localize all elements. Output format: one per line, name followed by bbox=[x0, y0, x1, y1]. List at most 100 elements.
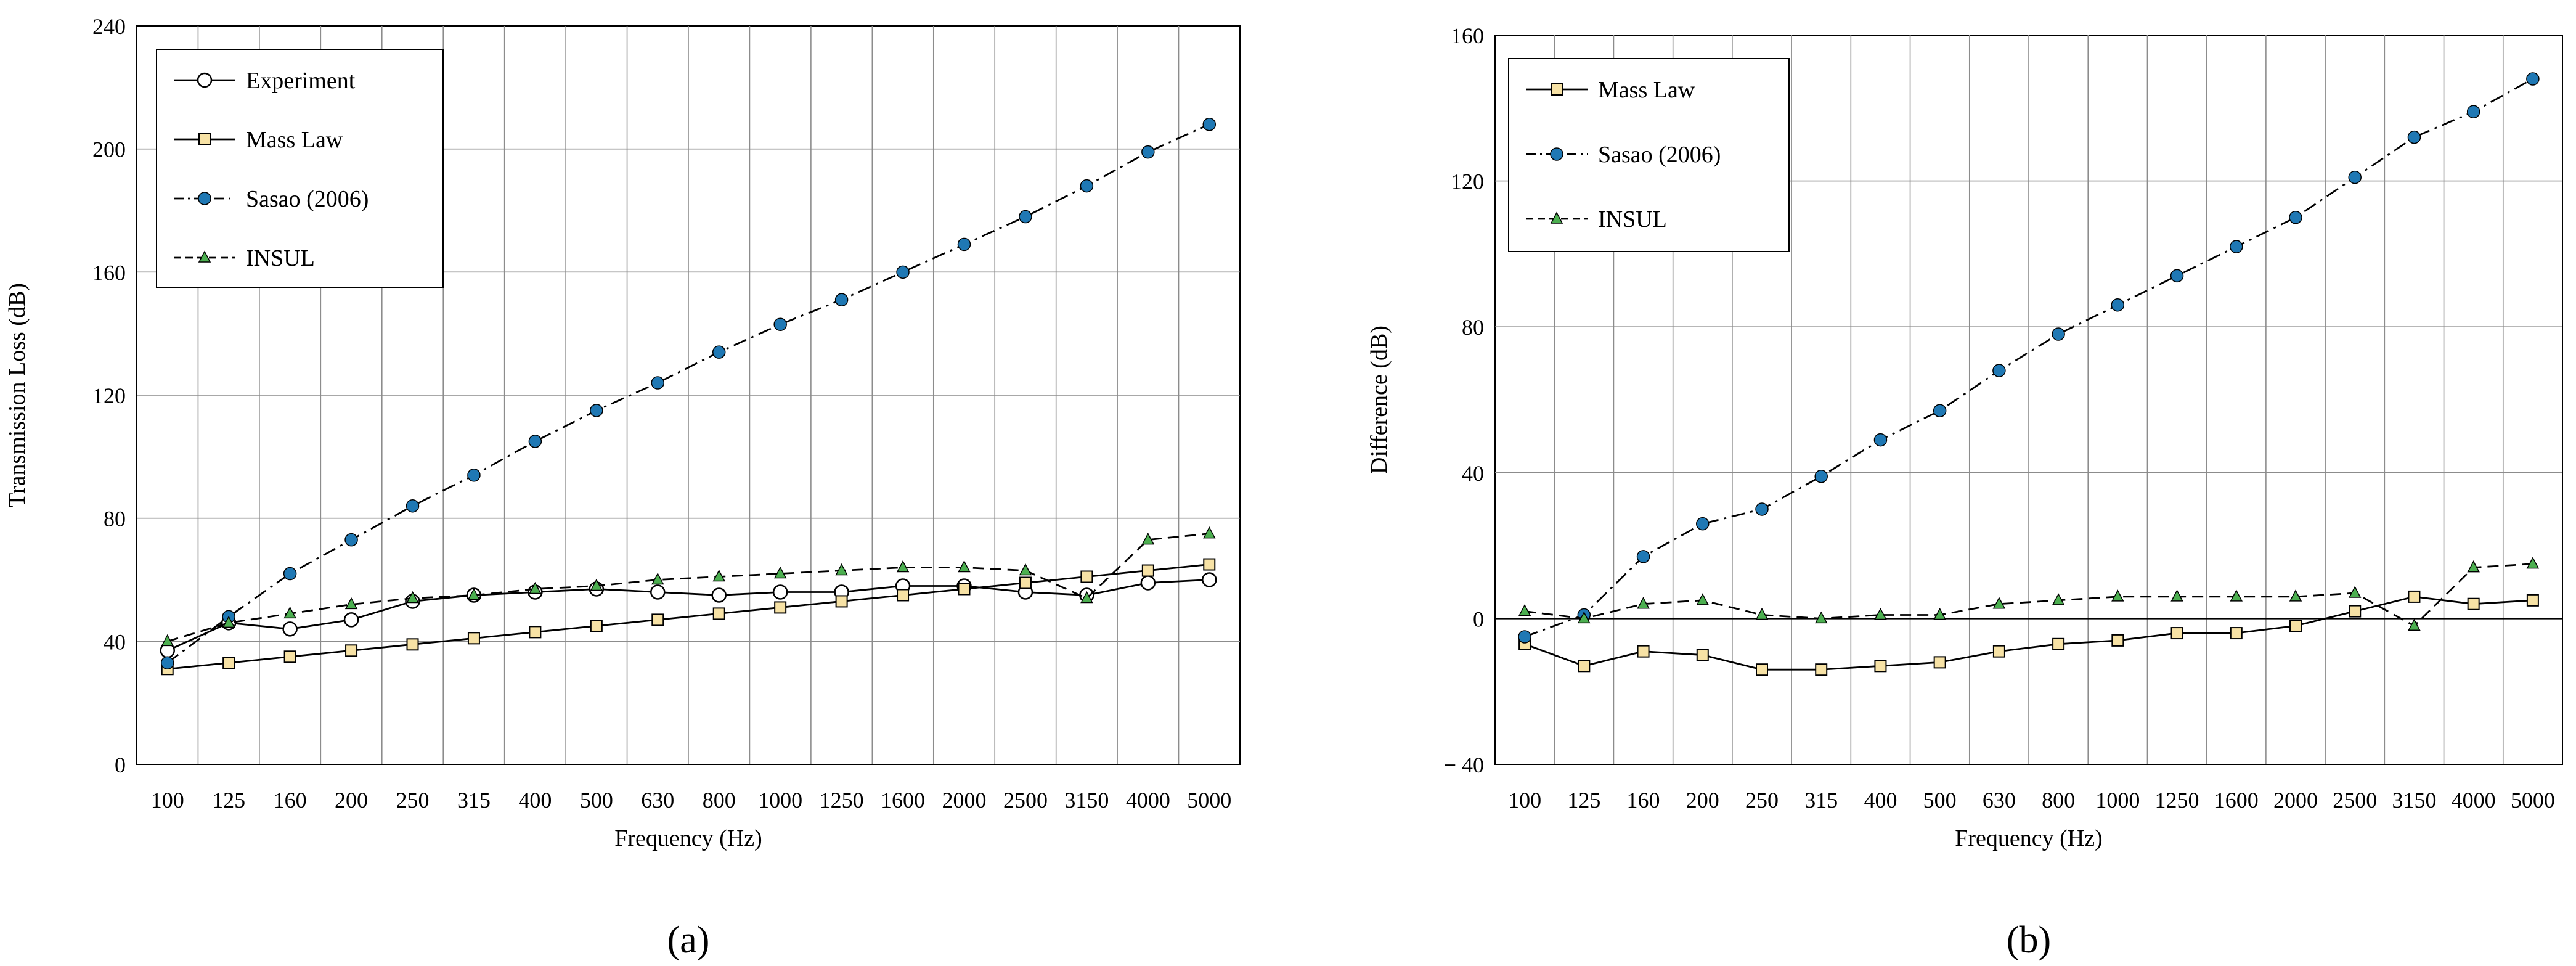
legend-marker-insul bbox=[1550, 211, 1563, 224]
x-tick-label: 3150 bbox=[2392, 788, 2436, 813]
data-point-mass-law bbox=[651, 613, 664, 626]
legend: Experiment Mass Law Sasao (2006) INSUL bbox=[156, 49, 444, 288]
x-tick-label: 5000 bbox=[1187, 788, 1231, 813]
data-point-insul bbox=[2052, 593, 2065, 605]
data-point-experiment bbox=[1202, 572, 1217, 587]
x-tick-label: 160 bbox=[1627, 788, 1660, 813]
legend-label-sasao-2006: Sasao (2006) bbox=[1598, 142, 1721, 168]
y-tick-label: 120 bbox=[92, 383, 126, 408]
x-tick-label: 250 bbox=[1745, 788, 1779, 813]
data-point-mass-law bbox=[2526, 594, 2539, 607]
y-tick-label: 200 bbox=[92, 137, 126, 162]
y-tick-label: 160 bbox=[92, 260, 126, 285]
data-point-insul bbox=[406, 591, 419, 604]
y-tick-label: 80 bbox=[104, 507, 126, 531]
panel-label: (a) bbox=[667, 919, 710, 961]
legend-marker-experiment bbox=[197, 72, 213, 88]
data-point-sasao-2006 bbox=[344, 533, 358, 547]
data-point-experiment bbox=[650, 584, 666, 600]
data-point-mass-law bbox=[283, 650, 296, 663]
data-point-mass-law bbox=[1019, 576, 1032, 589]
data-point-sasao-2006 bbox=[2111, 298, 2125, 312]
data-point-mass-law bbox=[345, 644, 358, 657]
x-tick-label: 315 bbox=[457, 788, 491, 813]
legend-label-insul: INSUL bbox=[246, 245, 315, 271]
data-point-sasao-2006 bbox=[896, 265, 910, 279]
x-tick-label: 1600 bbox=[2214, 788, 2259, 813]
data-point-mass-law bbox=[1874, 660, 1887, 673]
data-point-insul bbox=[2526, 557, 2540, 569]
series-line-insul bbox=[1524, 563, 2533, 627]
data-point-mass-law bbox=[406, 638, 419, 651]
x-tick-label: 1250 bbox=[820, 788, 864, 813]
data-point-insul bbox=[773, 566, 787, 579]
data-point-sasao-2006 bbox=[2052, 327, 2065, 341]
data-point-mass-law bbox=[897, 589, 910, 602]
series-line-insul bbox=[167, 533, 1210, 642]
legend-marker-mass-law bbox=[1551, 83, 1563, 96]
y-tick-label: 240 bbox=[92, 14, 126, 39]
x-tick-label: 400 bbox=[1864, 788, 1897, 813]
data-point-mass-law bbox=[1203, 558, 1216, 571]
data-point-insul bbox=[1814, 611, 1828, 624]
data-point-mass-law bbox=[2467, 597, 2480, 610]
data-point-insul bbox=[1080, 591, 1093, 604]
data-point-sasao-2006 bbox=[2348, 170, 2362, 184]
x-tick-label: 315 bbox=[1804, 788, 1838, 813]
data-point-mass-law bbox=[2170, 627, 2183, 640]
x-tick-label: 100 bbox=[151, 788, 184, 813]
x-tick-label: 1250 bbox=[2155, 788, 2199, 813]
x-tick-label: 5000 bbox=[2511, 788, 2555, 813]
data-point-mass-law bbox=[1637, 645, 1650, 658]
legend-marker-sasao-2006 bbox=[198, 192, 211, 205]
data-point-insul bbox=[2230, 589, 2243, 602]
data-point-mass-law bbox=[835, 595, 848, 608]
x-tick-label: 250 bbox=[396, 788, 430, 813]
series-line-mass-law bbox=[167, 563, 1210, 670]
data-point-insul bbox=[1696, 593, 1710, 605]
legend-box bbox=[156, 49, 444, 288]
data-point-sasao-2006 bbox=[1933, 404, 1947, 417]
data-point-mass-law bbox=[2408, 590, 2421, 603]
data-point-sasao-2006 bbox=[651, 376, 665, 390]
x-tick-label: 2500 bbox=[2333, 788, 2377, 813]
x-tick-label: 2500 bbox=[1003, 788, 1048, 813]
x-tick-label: 630 bbox=[641, 788, 674, 813]
series-line-experiment bbox=[167, 579, 1210, 652]
data-point-insul bbox=[1019, 563, 1032, 576]
x-tick-label: 160 bbox=[274, 788, 307, 813]
data-point-mass-law bbox=[2289, 620, 2302, 632]
y-axis-title: Difference (dB) bbox=[1366, 325, 1392, 474]
data-point-mass-law bbox=[2349, 605, 2362, 618]
data-point-insul bbox=[2467, 560, 2480, 573]
chart-panel-b: − 40 0 40 80 120 160 100 125 160 200 250 315 400 500 6… bbox=[1366, 23, 2563, 961]
legend-marker-sasao-2006 bbox=[1550, 147, 1563, 161]
y-axis-title: Transmission Loss (dB) bbox=[4, 283, 30, 507]
data-point-mass-law bbox=[2230, 627, 2243, 640]
x-tick-label: 1600 bbox=[881, 788, 925, 813]
data-point-sasao-2006 bbox=[2526, 72, 2540, 86]
data-point-mass-law bbox=[2111, 634, 2124, 647]
x-tick-label: 800 bbox=[2042, 788, 2075, 813]
y-tick-label: 120 bbox=[1451, 170, 1484, 194]
data-point-sasao-2006 bbox=[834, 293, 849, 307]
data-point-sasao-2006 bbox=[1141, 145, 1155, 159]
y-tick-label: − 40 bbox=[1444, 753, 1484, 777]
data-point-sasao-2006 bbox=[1019, 210, 1032, 224]
data-point-insul bbox=[2289, 589, 2302, 602]
data-point-mass-law bbox=[529, 626, 542, 639]
data-point-sasao-2006 bbox=[2466, 105, 2480, 118]
data-point-sasao-2006 bbox=[406, 499, 420, 513]
x-tick-label: 1000 bbox=[2095, 788, 2140, 813]
data-point-mass-law bbox=[1141, 564, 1154, 577]
data-point-sasao-2006 bbox=[773, 317, 787, 331]
data-point-sasao-2006 bbox=[1518, 630, 1531, 644]
x-tick-label: 500 bbox=[1923, 788, 1957, 813]
x-tick-label: 2000 bbox=[942, 788, 987, 813]
data-point-insul bbox=[835, 563, 848, 576]
data-point-sasao-2006 bbox=[590, 404, 603, 417]
data-point-sasao-2006 bbox=[467, 469, 481, 482]
data-point-sasao-2006 bbox=[2289, 211, 2302, 224]
legend-label-experiment: Experiment bbox=[246, 68, 356, 94]
data-point-mass-law bbox=[222, 657, 235, 669]
